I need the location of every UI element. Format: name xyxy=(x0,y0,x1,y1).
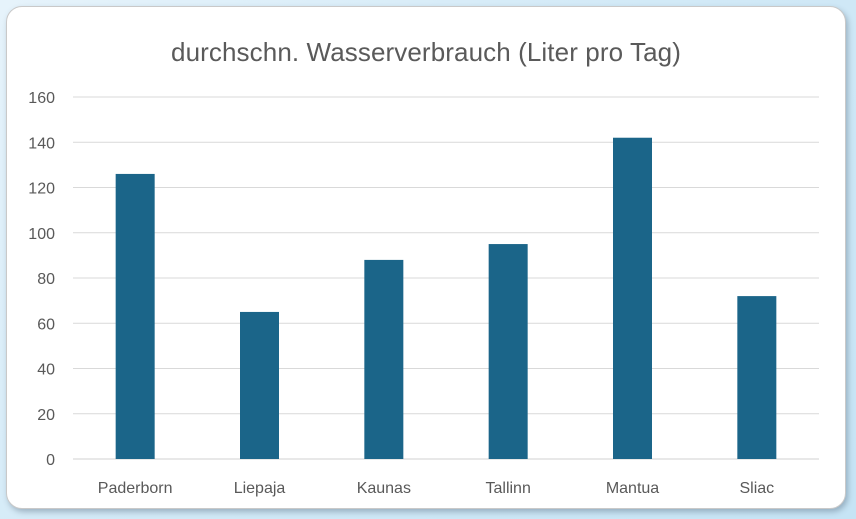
y-tick-label: 80 xyxy=(37,271,55,288)
bar-mantua xyxy=(613,137,652,459)
x-tick-label: Tallinn xyxy=(485,480,530,497)
bar-tallinn xyxy=(488,244,528,459)
x-tick-label: Paderborn xyxy=(98,480,173,497)
x-tick-label: Mantua xyxy=(606,480,659,497)
y-tick-label: 0 xyxy=(46,452,55,469)
y-tick-label: 60 xyxy=(37,316,55,333)
bar-kaunas xyxy=(364,259,404,459)
chart-card: durchschn. Wasserverbrauch (Liter pro Ta… xyxy=(6,6,846,509)
bar-liepaja xyxy=(240,311,279,459)
x-tick-label: Liepaja xyxy=(234,480,286,497)
x-tick-label: Sliac xyxy=(739,480,774,497)
gridlines xyxy=(73,96,819,460)
y-tick-label: 20 xyxy=(37,407,55,424)
bar-sliac xyxy=(737,296,777,459)
y-tick-label: 160 xyxy=(28,90,55,107)
bars xyxy=(115,137,777,460)
y-tick-label: 140 xyxy=(28,135,55,152)
x-axis-category-labels: Paderborn Liepaja Kaunas Tallinn Mantua Sliac xyxy=(98,480,774,497)
y-tick-label: 120 xyxy=(28,181,55,198)
x-tick-label: Kaunas xyxy=(357,480,411,497)
chart-title: durchschn. Wasserverbrauch (Liter pro Ta… xyxy=(171,37,681,67)
y-axis-tick-labels: 0 20 40 60 80 100 120 140 160 xyxy=(28,90,55,469)
y-tick-label: 100 xyxy=(28,226,55,243)
bar-paderborn xyxy=(115,173,155,460)
bar-chart-plot: 0 20 40 60 80 100 120 140 160 Paderborn Liepaja Ka… xyxy=(28,90,819,497)
y-tick-label: 40 xyxy=(37,362,55,379)
